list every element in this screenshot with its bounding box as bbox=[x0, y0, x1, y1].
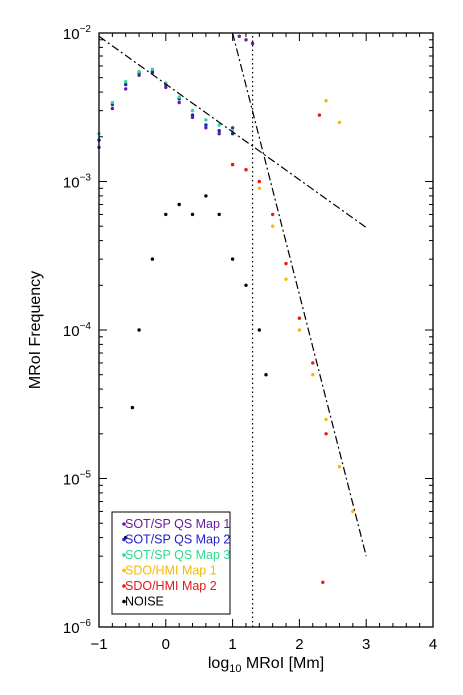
data-point bbox=[124, 87, 128, 91]
data-point bbox=[257, 328, 261, 332]
data-point bbox=[230, 162, 235, 167]
x-tick-label: 2 bbox=[295, 636, 303, 653]
data-point bbox=[324, 99, 328, 103]
data-point bbox=[230, 257, 235, 261]
y-tick-label: 10−6 bbox=[63, 618, 92, 637]
data-point bbox=[110, 100, 115, 105]
data-point bbox=[164, 85, 168, 90]
y-tick-label: 10−3 bbox=[63, 173, 92, 192]
data-point bbox=[137, 69, 141, 74]
data-point bbox=[177, 202, 181, 207]
data-point bbox=[150, 257, 155, 261]
data-points bbox=[97, 34, 355, 584]
y-tick-label: 10−5 bbox=[63, 470, 92, 489]
x-tick-label: 0 bbox=[162, 636, 170, 653]
data-point bbox=[311, 361, 315, 365]
data-point bbox=[230, 126, 235, 130]
data-point bbox=[311, 373, 315, 377]
data-point bbox=[321, 580, 325, 584]
legend-entry: SOT/SP QS Map 2 bbox=[125, 533, 230, 547]
x-tick-label: 3 bbox=[362, 636, 370, 653]
x-axis-title: log10 MRoI [Mm] bbox=[208, 655, 324, 675]
data-point bbox=[204, 118, 208, 122]
data-point bbox=[124, 82, 128, 87]
x-tick-label: 4 bbox=[429, 636, 437, 653]
legend-marker bbox=[122, 553, 126, 557]
data-point bbox=[284, 261, 288, 266]
data-point bbox=[204, 194, 208, 198]
legend-marker bbox=[122, 584, 126, 588]
data-point bbox=[190, 108, 195, 113]
data-point bbox=[297, 316, 302, 320]
data-point bbox=[204, 123, 208, 127]
data-point bbox=[190, 113, 195, 117]
data-point bbox=[204, 126, 208, 130]
legend-marker bbox=[122, 599, 126, 604]
data-point bbox=[217, 132, 221, 136]
legend-marker bbox=[122, 568, 126, 573]
data-point bbox=[271, 212, 275, 217]
data-point bbox=[250, 41, 255, 46]
data-point bbox=[271, 224, 275, 228]
data-point bbox=[110, 106, 115, 111]
y-tick-label: 10−2 bbox=[63, 24, 92, 43]
data-point bbox=[264, 373, 268, 377]
data-point bbox=[244, 38, 248, 42]
data-point bbox=[217, 123, 221, 127]
data-point bbox=[297, 328, 302, 332]
data-point bbox=[217, 212, 221, 217]
data-point bbox=[284, 277, 288, 281]
legend-entry: NOISE bbox=[125, 595, 164, 609]
legend-marker bbox=[122, 537, 126, 542]
data-point bbox=[337, 465, 342, 469]
axis-ticks: −1 0 1 2 3 4 10−6 10−5 10−4 10−3 10−2 bbox=[63, 24, 437, 653]
data-point bbox=[237, 34, 241, 38]
data-point bbox=[244, 168, 248, 172]
x-tick-label: 1 bbox=[228, 636, 236, 653]
data-point bbox=[337, 120, 342, 125]
x-tick-label: −1 bbox=[90, 636, 107, 653]
y-axis-title: MRoI Frequency bbox=[27, 271, 44, 389]
reference-lines bbox=[98, 32, 367, 627]
legend-entry: SOT/SP QS Map 3 bbox=[125, 548, 230, 562]
data-point bbox=[190, 212, 195, 217]
data-point bbox=[217, 129, 221, 133]
data-point bbox=[324, 417, 328, 422]
data-point bbox=[351, 509, 355, 514]
data-point bbox=[257, 186, 261, 190]
legend-entry: SDO/HMI Map 2 bbox=[125, 579, 217, 593]
reference-line bbox=[232, 32, 367, 557]
data-point bbox=[324, 432, 328, 436]
y-tick-label: 10−4 bbox=[63, 321, 92, 340]
data-point bbox=[137, 73, 141, 77]
legend-entry: SDO/HMI Map 1 bbox=[125, 564, 217, 578]
legend-box bbox=[111, 511, 231, 615]
data-point bbox=[130, 405, 135, 410]
data-point bbox=[317, 113, 322, 117]
data-point bbox=[244, 283, 248, 287]
data-point bbox=[257, 179, 261, 184]
data-point bbox=[177, 95, 181, 99]
data-point bbox=[164, 212, 168, 217]
reference-line bbox=[98, 35, 367, 228]
data-point bbox=[137, 328, 141, 332]
data-point bbox=[177, 100, 181, 105]
legend-entry: SOT/SP QS Map 1 bbox=[125, 517, 230, 531]
data-point bbox=[124, 80, 128, 84]
legend-marker bbox=[122, 522, 126, 526]
data-point bbox=[150, 67, 155, 72]
